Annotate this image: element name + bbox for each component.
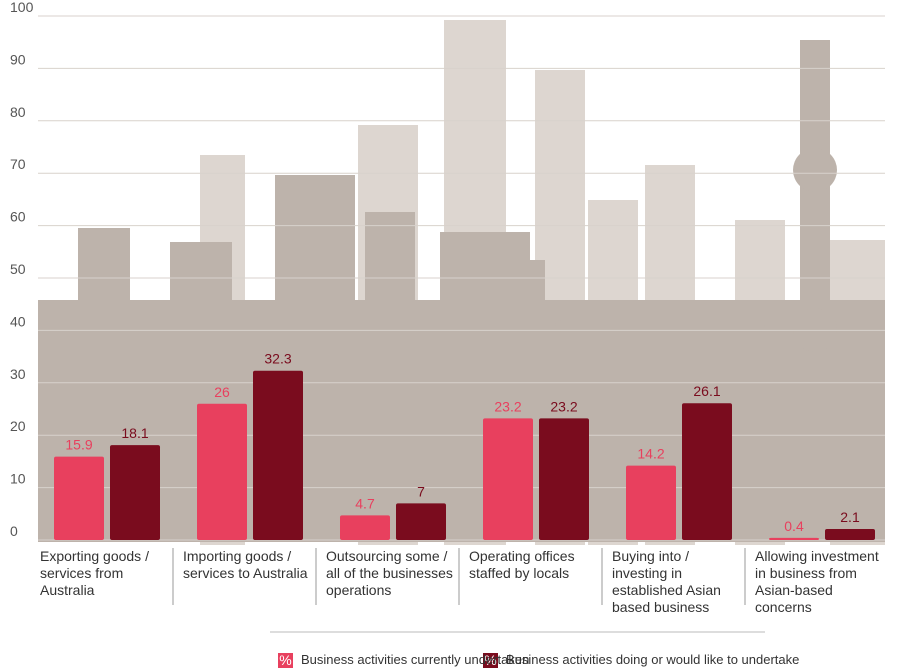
value-label: 7 xyxy=(417,483,425,499)
bar xyxy=(110,445,160,540)
y-tick-label: 60 xyxy=(10,209,26,225)
bar xyxy=(396,503,446,540)
page: 0 10 20 30 40 50 60 70 80 90 100 15.9 18.1 26 32.3 4.7… xyxy=(0,0,910,670)
x-tick-label: Buying into / investing in established A… xyxy=(612,548,747,616)
x-tick-label: Importing goods / services to Australia xyxy=(183,548,318,582)
value-label: 0.4 xyxy=(784,518,804,534)
legend-label: Business activities currently undertaken xyxy=(301,652,529,667)
bar xyxy=(825,529,875,540)
x-tick-label: Exporting goods / services from Australi… xyxy=(40,548,175,599)
value-label: 26 xyxy=(214,384,230,400)
y-tick-label: 70 xyxy=(10,156,26,172)
bar xyxy=(54,457,104,540)
bar xyxy=(197,404,247,540)
x-tick-label: Outsourcing some / all of the businesses… xyxy=(326,548,461,599)
value-label: 23.2 xyxy=(550,398,577,414)
bar xyxy=(539,418,589,540)
legend-label: Business activities doing or would like … xyxy=(506,652,799,667)
y-tick-label: 30 xyxy=(10,366,26,382)
y-tick-label: 40 xyxy=(10,313,26,329)
bar xyxy=(253,371,303,540)
y-tick-label: 0 xyxy=(10,523,18,539)
y-tick-label: 80 xyxy=(10,104,26,120)
value-label: 14.2 xyxy=(637,446,664,462)
legend-symbol: % xyxy=(279,652,291,668)
y-tick-label: 20 xyxy=(10,418,26,434)
value-label: 32.3 xyxy=(264,351,291,367)
value-label: 2.1 xyxy=(840,509,860,525)
bar xyxy=(626,466,676,540)
y-tick-label: 50 xyxy=(10,261,26,277)
value-label: 4.7 xyxy=(355,495,375,511)
y-tick-label: 10 xyxy=(10,471,26,487)
value-label: 18.1 xyxy=(121,425,148,441)
value-label: 15.9 xyxy=(65,437,92,453)
bar xyxy=(769,538,819,540)
value-label: 23.2 xyxy=(494,398,521,414)
bar xyxy=(340,515,390,540)
x-tick-label: Operating offices staffed by locals xyxy=(469,548,604,582)
y-tick-label: 100 xyxy=(10,0,34,15)
x-tick-label: Allowing investment in business from Asi… xyxy=(755,548,890,616)
bar xyxy=(483,418,533,540)
y-tick-label: 90 xyxy=(10,51,26,67)
value-label: 26.1 xyxy=(693,383,720,399)
bar xyxy=(682,403,732,540)
